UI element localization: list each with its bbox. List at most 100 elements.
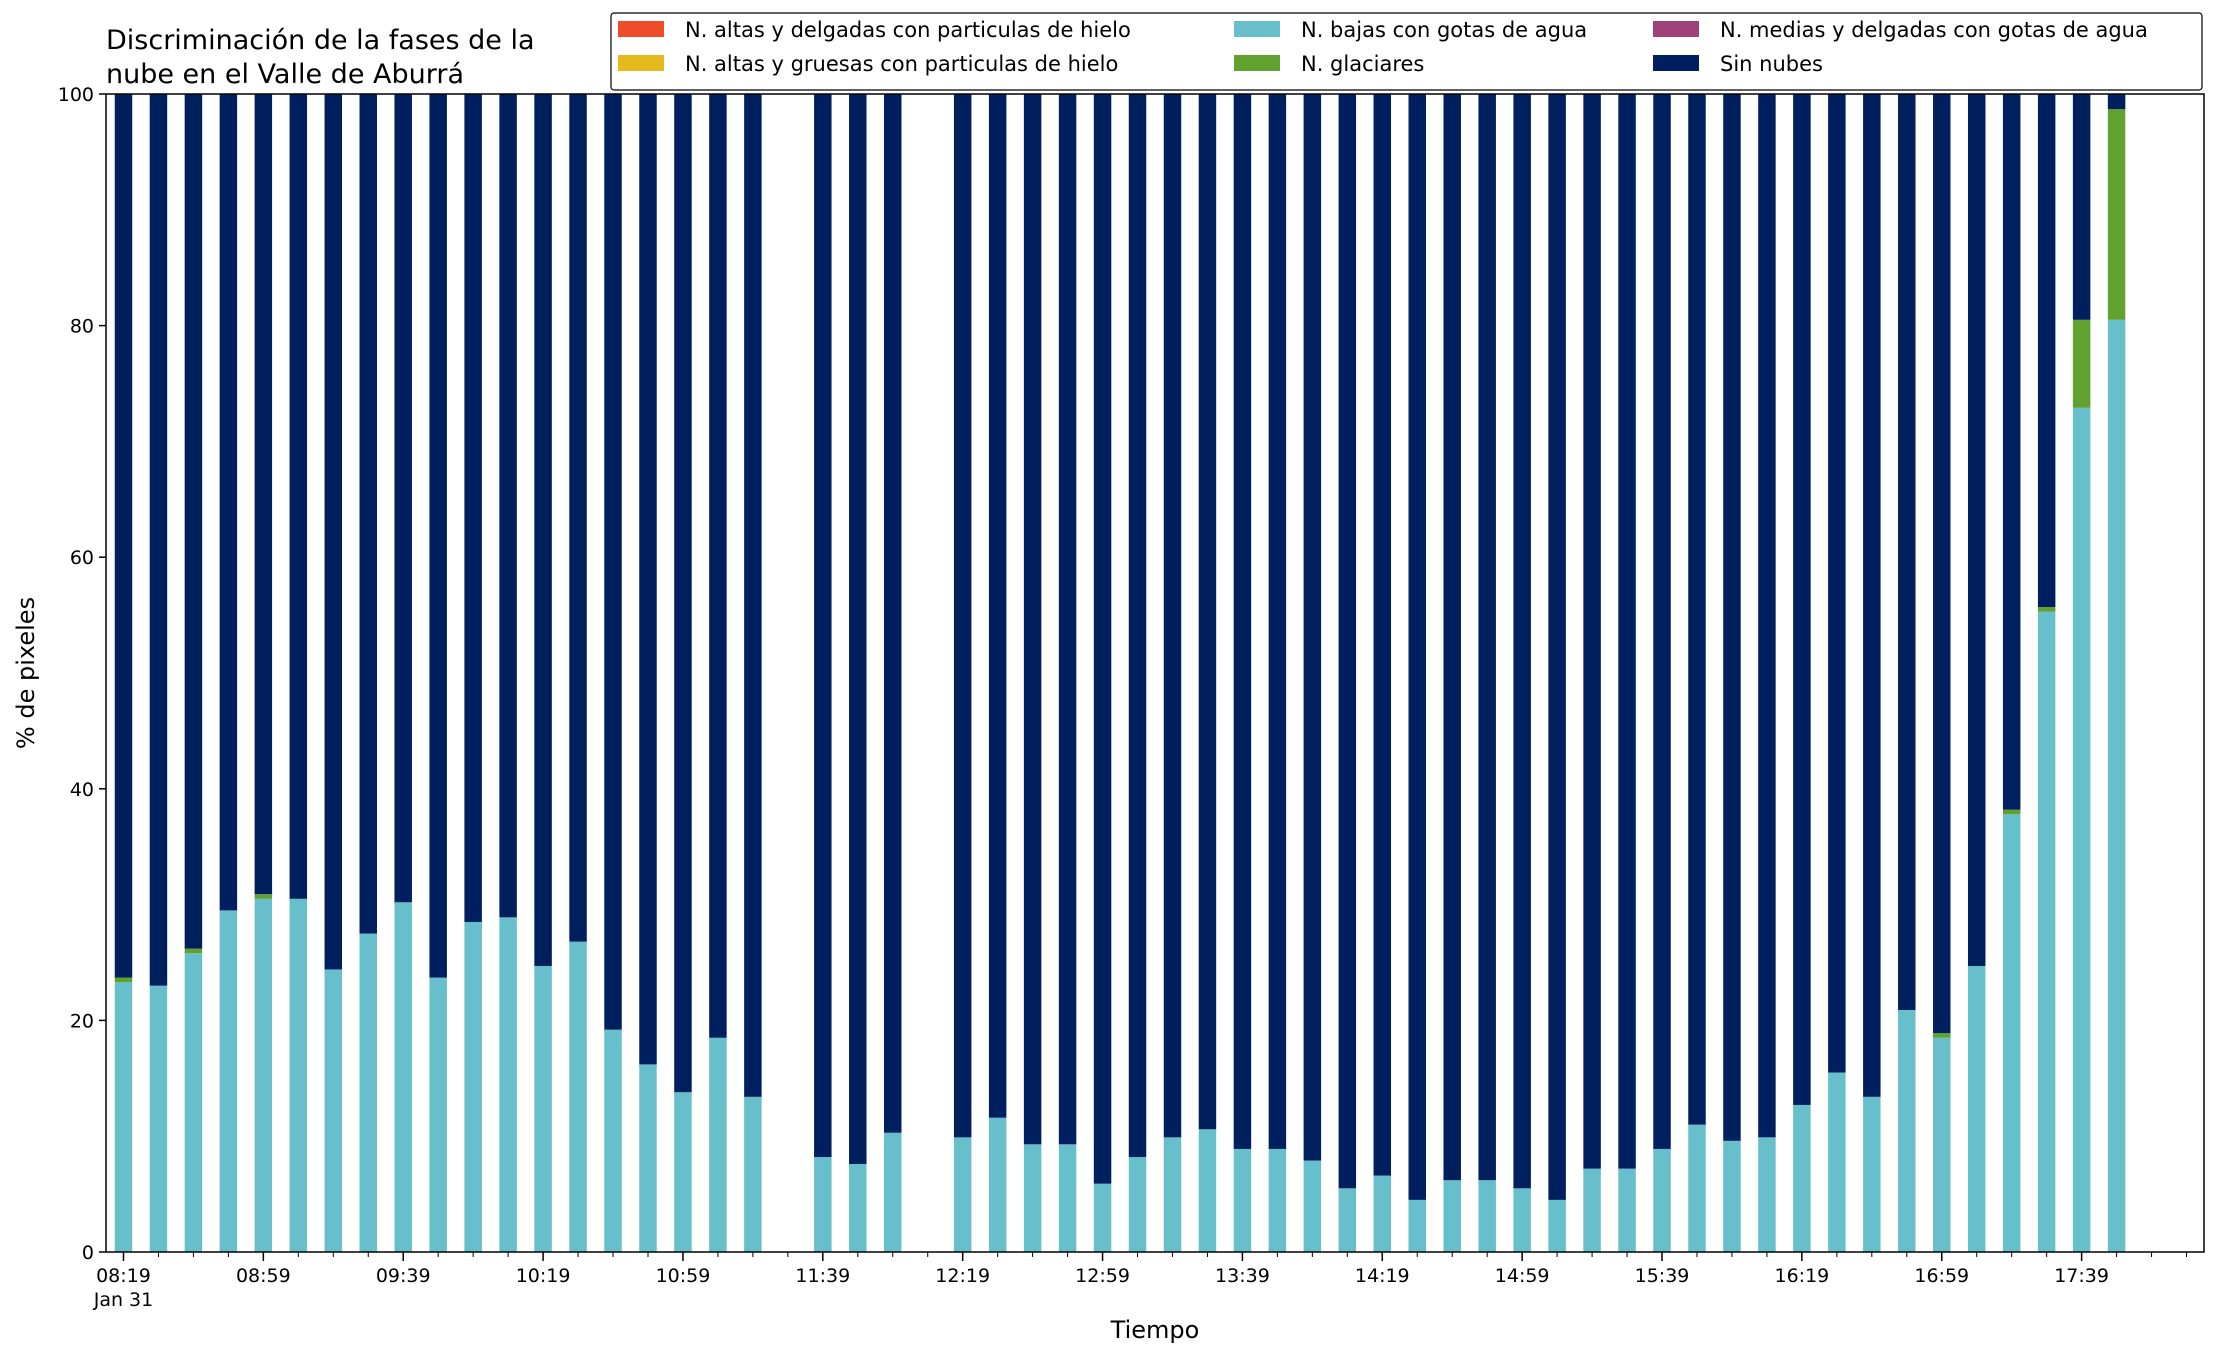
- legend-label-2: N. bajas con gotas de agua: [1301, 18, 1587, 42]
- bar-glaciares-54: [2072, 319, 2091, 408]
- bar-sin-nubes-48: [1863, 94, 1881, 1097]
- bar-bajas-25: [1058, 1144, 1077, 1252]
- chart-title-line-2: nube en el Valle de Aburrá: [106, 59, 464, 90]
- bar-sin-nubes-26: [1093, 94, 1112, 1184]
- bar-sin-nubes-1: [149, 94, 168, 986]
- bar-bajas-19: [814, 1157, 832, 1252]
- legend-label-1: N. altas y gruesas con particulas de hie…: [685, 52, 1118, 76]
- bar-sin-nubes-5: [289, 94, 308, 899]
- bar-sin-nubes-28: [1163, 94, 1182, 1138]
- bar-bajas-11: [499, 917, 517, 1252]
- bar-bajas-14: [604, 1029, 622, 1252]
- y-tick-label-3: 60: [70, 547, 94, 569]
- bars-layer: [114, 94, 2126, 1252]
- bar-bajas-18: [744, 1096, 762, 1252]
- bar-glaciares-4: [254, 894, 273, 899]
- legend-label-0: N. altas y delgadas con particulas de hi…: [685, 18, 1131, 42]
- bar-sin-nubes-17: [709, 94, 727, 1038]
- bar-sin-nubes-20: [849, 94, 867, 1164]
- bar-bajas-48: [1863, 1096, 1881, 1252]
- bar-bajas-1: [149, 985, 168, 1252]
- bar-bajas-16: [674, 1092, 692, 1252]
- bar-bajas-51: [1967, 965, 1986, 1252]
- bar-glaciares-53: [2037, 606, 2056, 612]
- bar-sin-nubes-16: [674, 94, 692, 1093]
- bar-bajas-22: [953, 1137, 972, 1252]
- bar-sin-nubes-32: [1303, 94, 1322, 1161]
- bar-glaciares-50: [1933, 1033, 1951, 1038]
- bar-sin-nubes-41: [1618, 94, 1636, 1169]
- bar-sin-nubes-27: [1128, 94, 1147, 1158]
- bar-bajas-40: [1583, 1168, 1601, 1252]
- bar-sin-nubes-21: [884, 94, 902, 1133]
- bar-bajas-2: [184, 953, 203, 1252]
- y-tick-label-4: 80: [70, 316, 94, 338]
- bar-sin-nubes-39: [1548, 94, 1566, 1200]
- legend-items: N. altas y delgadas con particulas de hi…: [618, 18, 2148, 76]
- bar-sin-nubes-24: [1023, 94, 1042, 1145]
- y-tick-label-5: 100: [58, 84, 94, 106]
- bar-sin-nubes-18: [744, 94, 762, 1097]
- bar-bajas-54: [2072, 407, 2091, 1252]
- bar-sin-nubes-51: [1967, 94, 1986, 966]
- bar-bajas-26: [1093, 1183, 1112, 1252]
- bar-bajas-4: [254, 898, 273, 1252]
- x-tick-label-8: 13:39: [1215, 1265, 1270, 1287]
- bar-bajas-33: [1338, 1188, 1357, 1252]
- y-axis-label: % de pixeles: [12, 597, 40, 749]
- bar-bajas-6: [324, 969, 343, 1252]
- legend: N. altas y delgadas con particulas de hi…: [610, 12, 2203, 91]
- bar-sin-nubes-35: [1408, 94, 1426, 1200]
- bar-bajas-46: [1793, 1104, 1811, 1252]
- bar-bajas-43: [1688, 1124, 1706, 1252]
- bar-bajas-20: [849, 1163, 867, 1252]
- bar-sin-nubes-45: [1758, 94, 1776, 1138]
- bar-sin-nubes-29: [1198, 94, 1217, 1130]
- bar-sin-nubes-9: [429, 94, 447, 978]
- bar-bajas-45: [1758, 1137, 1776, 1252]
- bar-sin-nubes-50: [1933, 94, 1951, 1034]
- bar-bajas-5: [289, 898, 308, 1252]
- bar-bajas-28: [1163, 1137, 1182, 1252]
- bar-bajas-23: [988, 1117, 1007, 1252]
- bar-sin-nubes-11: [499, 94, 517, 918]
- bar-sin-nubes-12: [534, 94, 552, 966]
- bar-bajas-15: [639, 1064, 657, 1252]
- bar-sin-nubes-31: [1268, 94, 1287, 1149]
- bar-bajas-36: [1443, 1180, 1461, 1252]
- legend-swatch-3: [1234, 55, 1280, 71]
- bar-bajas-32: [1303, 1160, 1322, 1252]
- bar-bajas-34: [1373, 1175, 1392, 1252]
- bar-sin-nubes-3: [219, 94, 238, 911]
- bar-bajas-9: [429, 977, 447, 1252]
- bar-bajas-12: [534, 965, 552, 1252]
- x-tick-label-5: 11:39: [795, 1265, 850, 1287]
- legend-label-3: N. glaciares: [1301, 52, 1424, 76]
- bar-sin-nubes-2: [184, 94, 203, 949]
- bar-sin-nubes-37: [1478, 94, 1496, 1181]
- bar-glaciares-0: [114, 977, 133, 983]
- x-tick-label-2: 09:39: [376, 1265, 431, 1287]
- bar-sin-nubes-46: [1793, 94, 1811, 1105]
- bar-sin-nubes-40: [1583, 94, 1601, 1169]
- bar-glaciares-55: [2107, 109, 2126, 320]
- bar-sin-nubes-13: [569, 94, 587, 942]
- bar-sin-nubes-36: [1443, 94, 1461, 1181]
- bar-bajas-35: [1408, 1199, 1426, 1252]
- bar-bajas-38: [1513, 1188, 1531, 1252]
- x-tick-label-7: 12:59: [1075, 1265, 1130, 1287]
- bar-bajas-24: [1023, 1144, 1042, 1252]
- bar-sin-nubes-23: [988, 94, 1007, 1118]
- bar-glaciares-52: [2002, 809, 2021, 815]
- x-axis-label: Tiempo: [1110, 1316, 1200, 1344]
- bar-bajas-0: [114, 982, 133, 1252]
- bar-bajas-30: [1233, 1148, 1252, 1252]
- x-tick-label-0: 08:19: [96, 1265, 151, 1287]
- bar-sin-nubes-33: [1338, 94, 1357, 1189]
- bar-bajas-10: [464, 921, 482, 1252]
- x-tick-label-6: 12:19: [935, 1265, 990, 1287]
- bar-sin-nubes-34: [1373, 94, 1392, 1176]
- x-tick-label-1: 08:59: [236, 1265, 291, 1287]
- bar-bajas-41: [1618, 1168, 1636, 1252]
- bar-bajas-53: [2037, 611, 2056, 1252]
